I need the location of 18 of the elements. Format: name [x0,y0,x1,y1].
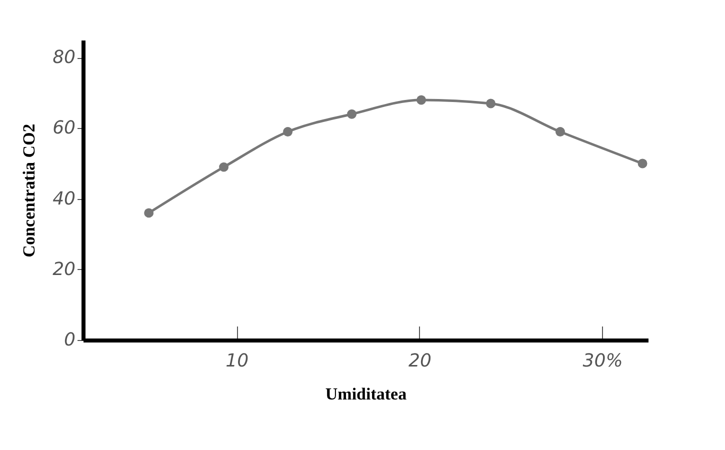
point [555,127,565,136]
x-tick-label: 30% [582,350,623,372]
x-axis-title: Umiditatea [325,384,408,404]
y-tick-label: 80 [52,47,76,68]
point [638,158,648,168]
point [219,162,229,172]
point [347,109,357,119]
point [144,208,154,218]
y-tick-label: 60 [52,118,76,139]
y-tick-label: 20 [52,258,76,280]
x-tick-label: 10 [226,350,249,372]
point [416,95,426,105]
point [283,127,293,136]
y-axis-title: Concentratia CO2 [20,124,39,258]
point [486,98,496,108]
y-tick-label: 0 [64,330,76,350]
x-tick-label: 20 [408,350,432,372]
y-tick-label: 40 [52,188,76,210]
